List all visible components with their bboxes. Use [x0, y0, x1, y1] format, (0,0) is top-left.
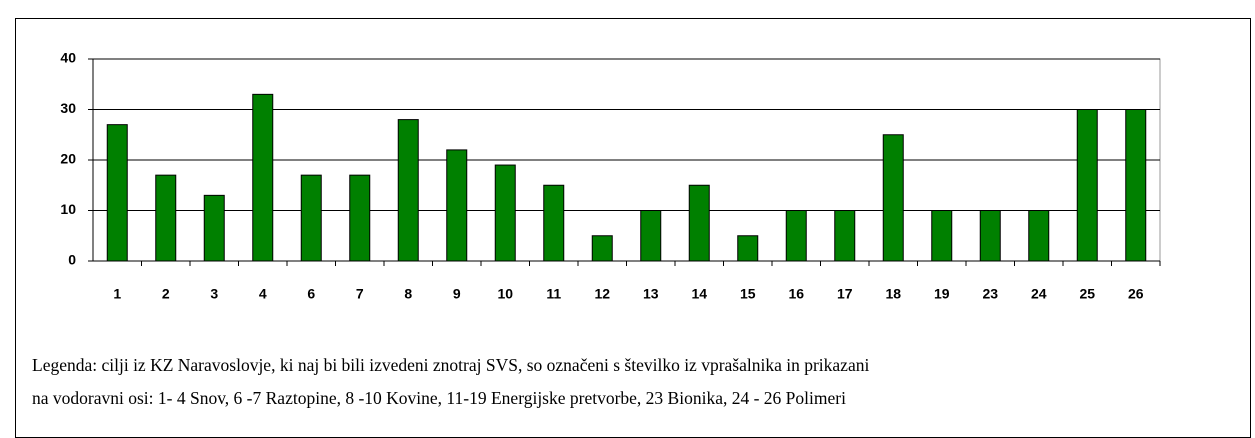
bar: [106, 124, 128, 262]
bar: [882, 134, 904, 262]
bar: [494, 164, 516, 262]
bar: [203, 194, 225, 262]
legend-note: na vodoravni osi: 1- 4 Snov, 6 -7 Raztop…: [32, 388, 846, 408]
y-tick-label: 10: [60, 201, 76, 217]
x-tick-label: 7: [356, 286, 364, 302]
x-tick-label: 9: [453, 286, 461, 302]
x-tick-label: 15: [740, 286, 756, 302]
bar: [543, 184, 565, 262]
x-tick-label: 18: [885, 286, 901, 302]
x-tick-label: 6: [307, 286, 315, 302]
x-tick-label: 10: [497, 286, 513, 302]
x-tick-label: 16: [788, 286, 804, 302]
x-tick-label: 4: [259, 286, 267, 302]
y-tick-label: 40: [60, 50, 76, 66]
bar: [1028, 210, 1050, 262]
x-tick-label: 25: [1079, 286, 1095, 302]
x-tick-label: 17: [837, 286, 853, 302]
x-tick-label: 19: [934, 286, 950, 302]
x-tick-label: 26: [1128, 286, 1144, 302]
x-tick-label: 13: [643, 286, 659, 302]
bar: [931, 210, 953, 262]
x-tick-label: 24: [1031, 286, 1047, 302]
bar: [300, 174, 322, 262]
x-tick-label: 1: [113, 286, 121, 302]
x-tick-label: 8: [404, 286, 412, 302]
bar: [252, 93, 274, 262]
bar: [737, 235, 759, 262]
bar: [155, 174, 177, 262]
bar: [446, 149, 468, 262]
bar: [640, 210, 662, 262]
bar: [1076, 109, 1098, 262]
bar: [397, 119, 419, 262]
y-tick-label: 30: [60, 100, 76, 116]
y-tick-label: 0: [68, 252, 76, 268]
bar: [591, 235, 613, 262]
legend-note: Legenda: cilji iz KZ Naravoslovje, ki na…: [32, 355, 870, 375]
y-tick-label: 20: [60, 151, 76, 167]
bar: [1125, 109, 1147, 262]
page: {"chart_data": {"type": "bar", "categori…: [15, 18, 1251, 438]
x-tick-label: 3: [210, 286, 218, 302]
bar: [688, 184, 710, 262]
bar: [349, 174, 371, 262]
bar: [785, 210, 807, 262]
x-tick-label: 2: [162, 286, 170, 302]
x-tick-label: 23: [982, 286, 998, 302]
x-tick-label: 12: [594, 286, 610, 302]
x-tick-label: 14: [691, 286, 707, 302]
bar: [834, 210, 856, 262]
x-tick-label: 11: [546, 286, 561, 302]
bar: [979, 210, 1001, 262]
